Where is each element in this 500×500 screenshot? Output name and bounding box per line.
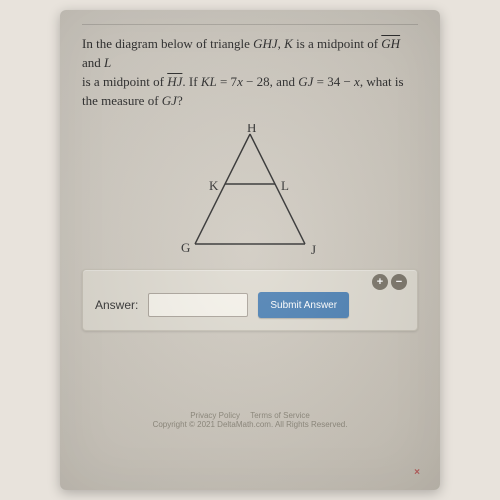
svg-text:K: K [209,178,219,193]
q-seg-GH: GH [381,36,400,51]
svg-text:H: H [247,124,256,135]
q-triangle: GHJ [253,36,278,51]
q-text: = 7 [217,74,237,89]
q-seg-HJ: HJ [167,74,182,89]
q-L: L [104,55,111,70]
svg-text:L: L [281,178,289,193]
submit-button[interactable]: Submit Answer [258,292,349,318]
zoom-controls: + − [372,274,407,290]
q-text: is a midpoint of [82,74,167,89]
answer-label: Answer: [95,298,138,312]
q-text: , what is [360,74,404,89]
q-text: the measure of [82,93,162,108]
answer-row: Answer: Submit Answer [95,292,405,318]
question-text: In the diagram below of triangle GHJ, K … [82,35,418,110]
q-text: and [82,55,104,70]
triangle-diagram: H K L G J [82,124,418,259]
triangle-svg: H K L G J [165,124,335,259]
worksheet-photo: In the diagram below of triangle GHJ, K … [60,10,440,490]
q-text: is a midpoint of [293,36,381,51]
q-GJ2: GJ [162,93,177,108]
answer-panel: + − Answer: Submit Answer [82,269,418,331]
top-divider [82,24,418,25]
q-text: . If [182,74,200,89]
footer: Privacy Policy Terms of Service Copyrigh… [82,411,418,429]
footer-links: Privacy Policy Terms of Service [82,411,418,420]
q-K: K [284,36,293,51]
plus-button[interactable]: + [372,274,388,290]
svg-text:J: J [311,242,316,257]
minus-button[interactable]: − [391,274,407,290]
q-text: ? [177,93,183,108]
terms-link[interactable]: Terms of Service [250,411,310,420]
privacy-link[interactable]: Privacy Policy [190,411,240,420]
q-KL: KL [201,74,217,89]
answer-input[interactable] [148,293,248,317]
q-GJ: GJ [298,74,313,89]
close-icon[interactable]: × [414,467,420,478]
q-text: − 28, and [243,74,298,89]
q-text: In the diagram below of triangle [82,36,253,51]
q-text: = 34 − [313,74,354,89]
copyright-text: Copyright © 2021 DeltaMath.com. All Righ… [82,420,418,429]
svg-text:G: G [181,240,190,255]
